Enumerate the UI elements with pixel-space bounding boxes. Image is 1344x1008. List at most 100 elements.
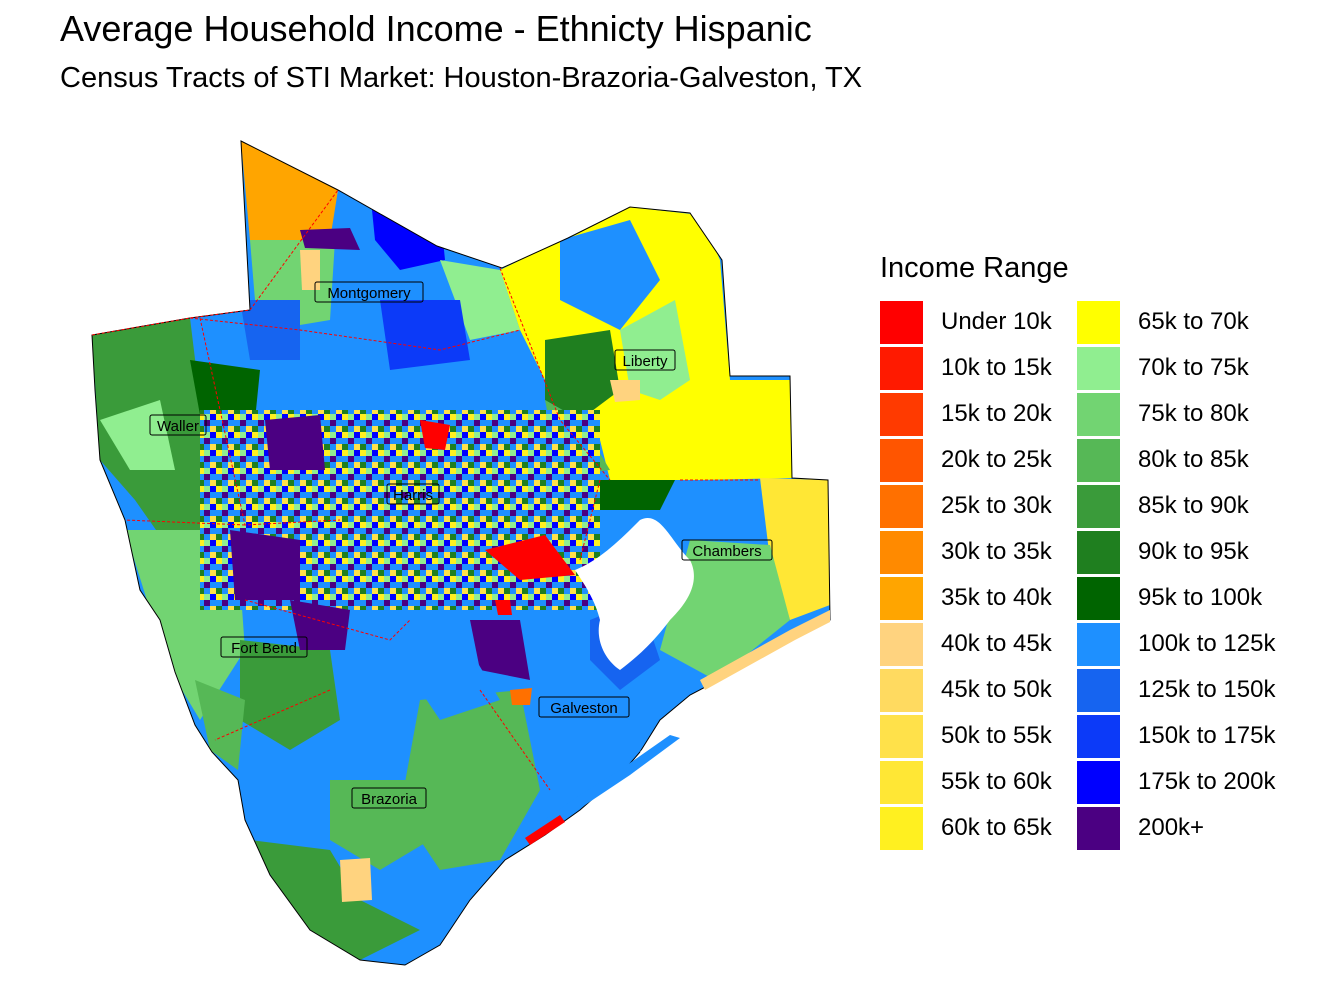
legend-item: 20k to 25k — [880, 437, 1077, 483]
choropleth-map: Montgomery Liberty Waller Harris Chamber… — [91, 140, 831, 966]
legend-label: 30k to 35k — [941, 538, 1052, 565]
county-label-galveston: Galveston — [538, 696, 630, 718]
legend-item: 95k to 100k — [1077, 575, 1277, 621]
legend-label: 90k to 95k — [1138, 538, 1249, 565]
tract — [495, 600, 512, 615]
legend-label: 55k to 60k — [941, 768, 1052, 795]
county-boundaries — [91, 189, 760, 791]
galveston-bay — [575, 518, 694, 670]
legend-item: 25k to 30k — [880, 483, 1077, 529]
county-label-liberty: Liberty — [614, 349, 676, 371]
legend-swatch — [880, 668, 923, 712]
legend-label: 70k to 75k — [1138, 354, 1249, 381]
water-channel — [640, 700, 700, 760]
legend-swatch — [880, 714, 923, 758]
svg-text:Waller: Waller — [157, 418, 199, 435]
legend-swatch — [1077, 346, 1120, 390]
tract — [470, 620, 530, 680]
tract — [250, 840, 420, 960]
legend-item: Under 10k — [880, 299, 1077, 345]
legend-swatch — [880, 300, 923, 344]
svg-text:Liberty: Liberty — [622, 353, 668, 370]
legend-label: 25k to 30k — [941, 492, 1052, 519]
tract — [525, 815, 565, 845]
svg-text:Brazoria: Brazoria — [361, 791, 418, 808]
county-label-montgomery: Montgomery — [314, 281, 424, 303]
tract — [760, 478, 830, 620]
legend-item: 40k to 45k — [880, 621, 1077, 667]
legend-swatch — [880, 346, 923, 390]
legend-item: 80k to 85k — [1077, 437, 1277, 483]
legend-swatch — [1077, 392, 1120, 436]
svg-text:Montgomery: Montgomery — [327, 285, 411, 302]
legend-label: 50k to 55k — [941, 722, 1052, 749]
legend-item: 75k to 80k — [1077, 391, 1277, 437]
legend-label: 75k to 80k — [1138, 400, 1249, 427]
legend-item: 65k to 70k — [1077, 299, 1277, 345]
legend-label: 10k to 15k — [941, 354, 1052, 381]
bolivar-peninsula — [700, 610, 830, 690]
legend-item: 150k to 175k — [1077, 713, 1277, 759]
legend-item: 45k to 50k — [880, 667, 1077, 713]
legend-label: 85k to 90k — [1138, 492, 1249, 519]
legend-swatch — [1077, 622, 1120, 666]
legend-swatch — [1077, 806, 1120, 850]
svg-text:Harris: Harris — [393, 487, 433, 504]
legend-label: 80k to 85k — [1138, 446, 1249, 473]
legend-label: 45k to 50k — [941, 676, 1052, 703]
legend-item: 200k+ — [1077, 805, 1277, 851]
legend-item: 175k to 200k — [1077, 759, 1277, 805]
tract — [420, 420, 450, 450]
legend-swatch — [880, 760, 923, 804]
barrier-island — [530, 735, 680, 840]
legend-swatch — [1077, 668, 1120, 712]
legend-item: 90k to 95k — [1077, 529, 1277, 575]
page-subtitle: Census Tracts of STI Market: Houston-Bra… — [60, 62, 863, 94]
legend-title: Income Range — [880, 252, 1069, 284]
legend-swatch — [1077, 530, 1120, 574]
tract — [100, 400, 175, 470]
tract — [265, 415, 325, 470]
tract — [400, 650, 500, 720]
tract — [330, 780, 430, 870]
legend-swatch — [880, 530, 923, 574]
legend-item: 30k to 35k — [880, 529, 1077, 575]
tract — [300, 228, 360, 250]
page-title: Average Household Income - Ethnicty Hisp… — [60, 8, 812, 49]
tract — [340, 858, 372, 902]
tract — [240, 300, 300, 360]
legend-item: 15k to 20k — [880, 391, 1077, 437]
tract — [380, 300, 470, 370]
legend-swatch — [880, 622, 923, 666]
legend-item: 35k to 40k — [880, 575, 1077, 621]
legend-label: 125k to 150k — [1138, 676, 1276, 703]
tract — [545, 330, 620, 420]
tract — [300, 250, 320, 290]
tract — [240, 640, 340, 750]
county-label-chambers: Chambers — [681, 539, 773, 561]
legend-item: 55k to 60k — [880, 759, 1077, 805]
legend-swatch — [880, 438, 923, 482]
legend-label: 175k to 200k — [1138, 768, 1276, 795]
svg-text:Galveston: Galveston — [550, 700, 618, 717]
legend-label: 65k to 70k — [1138, 308, 1249, 335]
legend-label: 95k to 100k — [1138, 584, 1263, 611]
svg-text:Chambers: Chambers — [692, 543, 761, 560]
legend-column: 65k to 70k 70k to 75k 75k to 80k 80k to 85k… — [1077, 299, 1277, 851]
tract-dense-core — [320, 410, 500, 570]
tract — [241, 141, 338, 240]
legend: Income Range Under 10k 10k to 15k 15k to 2… — [880, 252, 1277, 851]
legend-label: 60k to 65k — [941, 814, 1052, 841]
legend-item: 50k to 55k — [880, 713, 1077, 759]
legend-label: 35k to 40k — [941, 584, 1052, 611]
legend-swatch — [1077, 760, 1120, 804]
tract — [400, 690, 540, 870]
legend-item: 100k to 125k — [1077, 621, 1277, 667]
legend-label: Under 10k — [941, 308, 1052, 335]
county-label-waller: Waller — [149, 414, 207, 436]
legend-swatch — [1077, 714, 1120, 758]
tract — [440, 260, 520, 340]
tract — [195, 680, 245, 770]
legend-swatch — [880, 392, 923, 436]
legend-item: 125k to 150k — [1077, 667, 1277, 713]
